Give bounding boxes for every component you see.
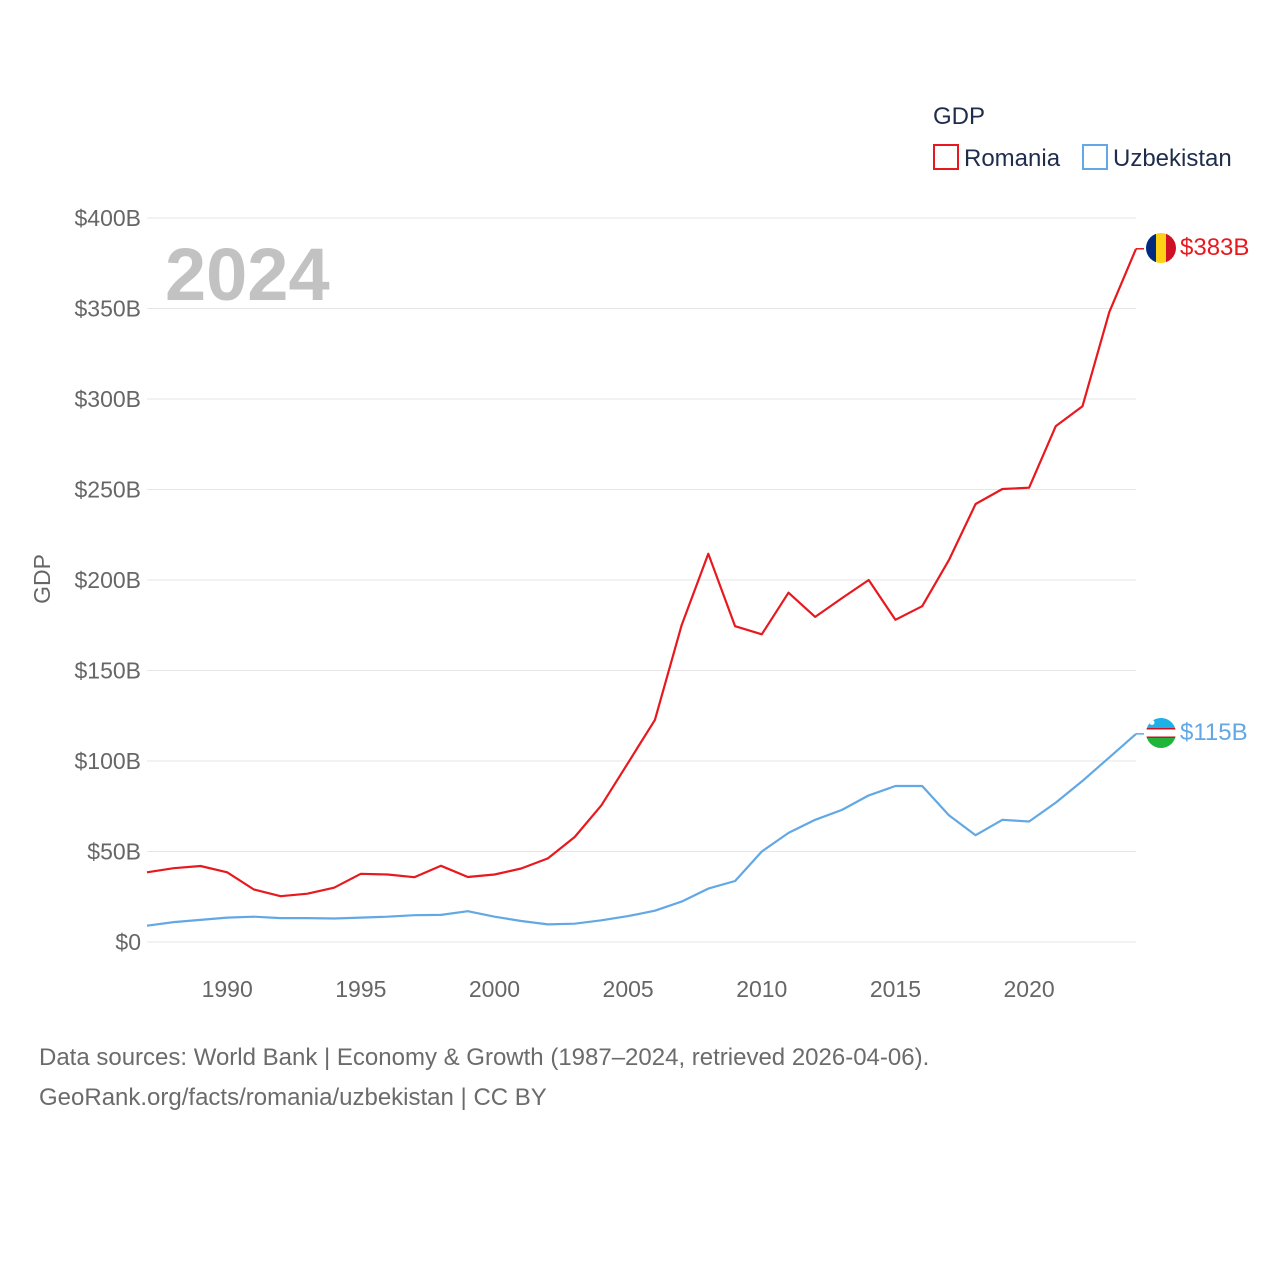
x-tick-label: 2010: [736, 976, 787, 1002]
footer-sources: Data sources: World Bank | Economy & Gro…: [39, 1044, 930, 1071]
y-axis-ticks: $0 $50B $100B $150B $200B $250B $300B $350B $400…: [74, 205, 141, 955]
y-tick-label: $350B: [74, 296, 141, 322]
y-tick-label: $50B: [87, 839, 141, 865]
y-tick-label: $400B: [74, 205, 141, 231]
x-tick-label: 2020: [1003, 976, 1054, 1002]
uzbekistan-flag-icon: [1146, 718, 1176, 748]
grid-lines: [147, 217, 1136, 943]
legend-label-romania: Romania: [964, 145, 1061, 172]
x-tick-label: 2015: [870, 976, 921, 1002]
legend-swatch-romania: [933, 144, 959, 170]
end-label-romania: $383B: [1180, 234, 1249, 261]
y-tick-label: $300B: [74, 386, 141, 412]
y-axis-title: GDP: [29, 554, 55, 604]
legend-title: GDP: [933, 103, 985, 130]
legend-label-uzbekistan: Uzbekistan: [1113, 145, 1232, 172]
series-line-romania: [146, 248, 1138, 898]
footer-attribution: GeoRank.org/facts/romania/uzbekistan | C…: [39, 1084, 547, 1111]
y-tick-label: $0: [115, 929, 141, 955]
legend: GDP Romania Uzbekistan: [933, 103, 1232, 172]
x-axis-ticks: 1990 1995 2000 2005 2010 2015 2020: [202, 976, 1055, 1002]
x-tick-label: 1990: [202, 976, 253, 1002]
legend-swatch-uzbekistan: [1082, 144, 1108, 170]
series-lines: [146, 248, 1144, 927]
end-label-uzbekistan: $115B: [1180, 719, 1248, 746]
x-tick-label: 2005: [603, 976, 654, 1002]
y-tick-label: $250B: [74, 477, 141, 503]
year-watermark: 2024: [165, 233, 330, 316]
x-tick-label: 2000: [469, 976, 520, 1002]
romania-flag-icon: [1146, 233, 1176, 263]
series-line-uzbekistan: [146, 733, 1137, 927]
y-tick-label: $150B: [74, 658, 141, 684]
x-tick-label: 1995: [335, 976, 386, 1002]
y-tick-label: $100B: [74, 748, 141, 774]
y-tick-label: $200B: [74, 567, 141, 593]
